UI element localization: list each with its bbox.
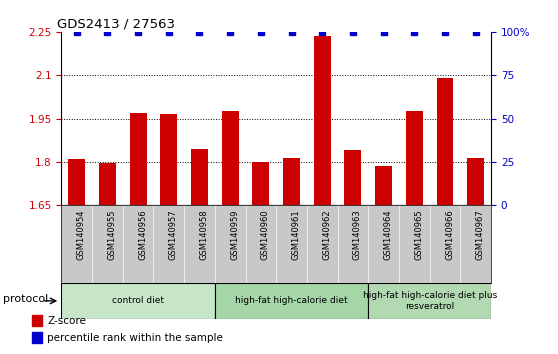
Text: protocol: protocol [3,294,49,304]
Text: GSM140956: GSM140956 [138,209,147,260]
Text: percentile rank within the sample: percentile rank within the sample [47,333,223,343]
Bar [99,164,116,205]
Text: GSM140965: GSM140965 [414,209,424,260]
Text: high-fat high-calorie diet: high-fat high-calorie diet [235,296,348,306]
Bar [344,150,362,205]
Bar [252,162,270,205]
Text: control diet: control diet [112,296,164,306]
Bar [467,158,484,205]
Bar [436,78,454,205]
Bar [314,36,331,205]
Text: GSM140964: GSM140964 [384,209,393,260]
Bar [222,112,239,205]
Bar [283,158,300,205]
Text: GDS2413 / 27563: GDS2413 / 27563 [57,18,175,31]
Bar [368,283,491,319]
Text: GSM140959: GSM140959 [230,209,239,260]
Bar [32,332,41,343]
Text: GSM140955: GSM140955 [107,209,117,260]
Text: GSM140963: GSM140963 [353,209,362,260]
Bar [129,113,147,205]
Text: Z-score: Z-score [47,316,86,326]
Bar [215,283,368,319]
Text: GSM140961: GSM140961 [291,209,301,260]
Text: GSM140960: GSM140960 [261,209,270,260]
Text: GSM140954: GSM140954 [77,209,86,260]
Text: high-fat high-calorie diet plus
resveratrol: high-fat high-calorie diet plus resverat… [363,291,497,310]
Text: GSM140962: GSM140962 [323,209,331,260]
Bar [68,159,85,205]
Text: GSM140966: GSM140966 [445,209,454,260]
Bar [375,166,392,205]
Text: GSM140957: GSM140957 [169,209,178,260]
Bar [32,315,41,326]
Text: GSM140958: GSM140958 [200,209,209,260]
Bar [61,283,215,319]
Bar [191,149,208,205]
Bar [160,114,177,205]
Bar [406,112,423,205]
Text: GSM140967: GSM140967 [475,209,485,260]
